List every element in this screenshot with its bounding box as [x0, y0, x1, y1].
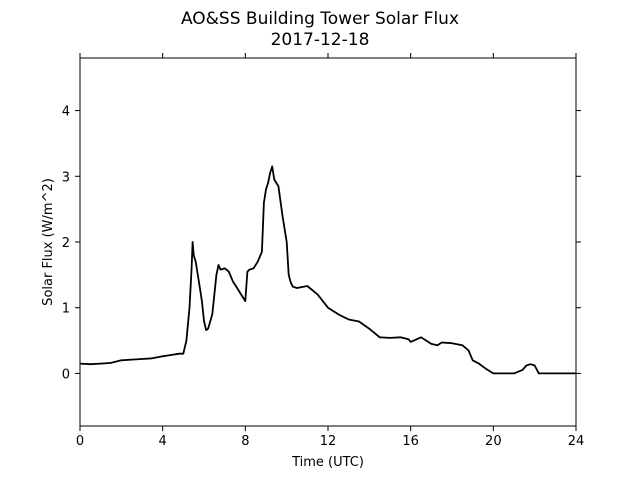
y-tick-label-0: 0: [62, 367, 70, 382]
x-axis-ticks: 0 4 8 12 16 20 24: [76, 53, 584, 449]
y-tick-label-2: 2: [62, 236, 70, 251]
plot-frame: [79, 57, 577, 427]
plot-area: [79, 57, 577, 427]
x-axis-label: Time (UTC): [291, 455, 364, 470]
x-tick-label-0: 0: [76, 434, 84, 449]
chart-subtitle: 2017-12-18: [271, 30, 370, 50]
x-tick-label-3: 12: [320, 434, 337, 449]
y-axis-label: Solar Flux (W/m^2): [41, 178, 56, 306]
x-tick-label-5: 20: [485, 434, 502, 449]
x-tick-label-2: 8: [241, 434, 249, 449]
x-tick-label-4: 16: [402, 434, 419, 449]
chart-title: AO&SS Building Tower Solar Flux: [181, 9, 459, 29]
y-tick-label-4: 4: [62, 105, 70, 120]
y-tick-label-3: 3: [62, 170, 70, 185]
x-tick-label-1: 4: [159, 434, 167, 449]
solar-flux-series-line: [79, 165, 576, 375]
y-axis-ticks: 0 1 2 3 4: [62, 105, 581, 382]
x-tick-label-6: 24: [568, 434, 585, 449]
y-tick-label-1: 1: [62, 302, 70, 317]
